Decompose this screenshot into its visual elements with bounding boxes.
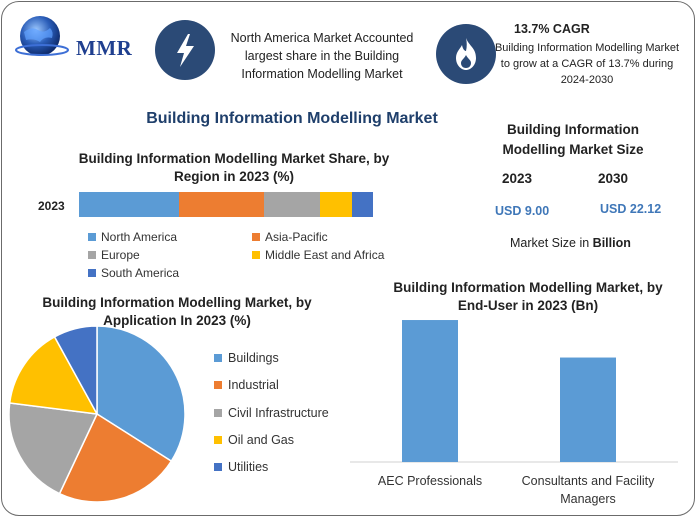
legend-swatch — [214, 463, 222, 472]
legend-item-civil-infrastructure: Civil Infrastructure — [214, 406, 329, 420]
unit-prefix: Market Size in — [510, 236, 593, 250]
bar-consultants-and-facility-managers — [560, 357, 616, 462]
market-size-2023-value: USD 9.00 — [495, 204, 550, 218]
end-user-bar-title: Building Information Modelling Market, b… — [393, 280, 663, 313]
mmr-logo — [15, 16, 69, 56]
region-share-title: Building Information Modelling Market Sh… — [78, 151, 390, 184]
cagr-text: Building Information Modelling Market to… — [494, 42, 680, 86]
lightning-icon — [177, 34, 194, 67]
legend-swatch — [88, 233, 96, 241]
unit-bold: Billion — [592, 236, 631, 250]
cagr-heading: 13.7% CAGR — [514, 22, 590, 36]
legend-item-utilities: Utilities — [214, 460, 268, 474]
legend-item-asia-pacific: Asia-Pacific — [252, 230, 328, 244]
legend-swatch — [214, 435, 222, 444]
legend-item-south-america: South America — [88, 266, 179, 280]
lightning-badge — [155, 20, 215, 80]
legend-label: Europe — [101, 248, 140, 262]
legend-item-north-america: North America — [88, 230, 177, 244]
application-pie-chart — [8, 325, 186, 503]
legend-label: North America — [101, 230, 178, 244]
stack-segment-middle-east-and-africa — [320, 192, 353, 217]
legend-swatch — [88, 251, 96, 259]
legend-item-middle-east-and-africa: Middle East and Africa — [252, 248, 384, 262]
region-stacked-bar — [79, 192, 373, 217]
legend-item-industrial: Industrial — [214, 378, 279, 392]
x-tick-label-aec-professionals: AEC Professionals — [378, 474, 482, 488]
year-2023-label: 2023 — [502, 171, 533, 186]
region-callout-text: North America Market Accounted largest s… — [230, 31, 414, 81]
market-size-2030-value: USD 22.12 — [600, 202, 662, 216]
legend-item-buildings: Buildings — [214, 351, 279, 365]
legend-swatch — [252, 233, 260, 241]
legend-swatch — [214, 381, 222, 390]
legend-swatch — [252, 251, 260, 259]
pie-slice-civil-infrastructure — [8, 402, 99, 495]
logo-text: MMR — [76, 36, 133, 60]
flame-icon — [456, 38, 476, 70]
stack-segment-south-america — [352, 192, 373, 217]
application-pie-title: Building Information Modelling Market, b… — [42, 295, 312, 328]
stack-category-label: 2023 — [38, 199, 65, 213]
legend-swatch — [214, 408, 222, 417]
market-size-unit-note: Market Size in Billion — [510, 236, 631, 250]
legend-label: Buildings — [228, 351, 279, 365]
legend-swatch — [88, 269, 96, 277]
year-2030-label: 2030 — [598, 171, 629, 186]
flame-badge — [436, 24, 496, 84]
legend-label: Asia-Pacific — [265, 230, 328, 244]
legend-label: Oil and Gas — [228, 432, 295, 447]
legend-label: South America — [101, 266, 180, 280]
market-size-title: Building Information Modelling Market Si… — [502, 122, 644, 157]
end-user-bar-chart: AEC Professionals Consultants and Facilit… — [350, 320, 678, 506]
stack-segment-europe — [264, 192, 321, 217]
stack-segment-north-america — [79, 192, 179, 217]
x-tick-label-consultants-and-facility-managers: Consultants and Facility Managers — [522, 474, 655, 506]
legend-label: Civil Infrastructure — [228, 405, 329, 420]
pie-slice-oil-and-gas — [8, 335, 99, 415]
legend-label: Industrial — [228, 378, 279, 393]
legend-item-oil-and-gas: Oil and Gas — [214, 433, 294, 447]
legend-label: Middle East and Africa — [265, 248, 385, 262]
pie-slice-utilities — [53, 325, 98, 415]
legend-item-europe: Europe — [88, 248, 140, 262]
bar-aec-professionals — [402, 320, 458, 462]
legend-swatch — [214, 354, 222, 362]
legend-label: Utilities — [228, 460, 269, 475]
stack-segment-asia-pacific — [178, 192, 265, 217]
main-title: Building Information Modelling Market — [146, 110, 438, 127]
